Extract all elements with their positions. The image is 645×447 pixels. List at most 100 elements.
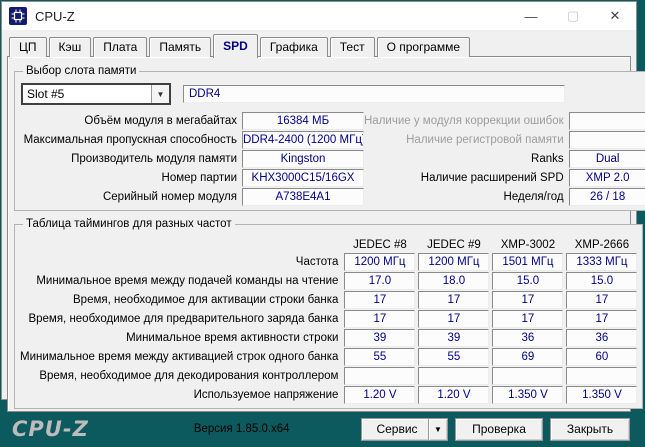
timings-row-cr: Время, необходимое для декодирования кон… <box>20 366 638 385</box>
max-bandwidth-label: Максимальная пропускная способность <box>23 133 237 146</box>
cell: 1.20 V <box>418 385 490 404</box>
maximize-icon: ▢ <box>566 8 580 23</box>
window-controls: — ▢ ✕ <box>510 2 636 30</box>
cell: 15.0 <box>492 271 564 290</box>
row-label: Частота <box>295 255 339 268</box>
cell: 69 <box>492 347 564 366</box>
cell <box>344 366 416 385</box>
tab-bench[interactable]: Тест <box>329 37 375 57</box>
module-size-label: Объём модуля в мегабайтах <box>84 114 237 127</box>
row-label: Минимальное время активности строки <box>126 331 339 344</box>
timings-row-rc: Минимальное время между активацией строк… <box>20 347 638 366</box>
tab-about[interactable]: О программе <box>376 37 471 57</box>
column-header-jedec9: JEDEC #9 <box>427 238 481 251</box>
cell: 1501 МГц <box>492 252 564 271</box>
tab-memory[interactable]: Память <box>149 37 212 57</box>
week-year-label: Неделя/год <box>503 190 564 203</box>
timings-row-frequency: Частота 1200 МГц 1200 МГц 1501 МГц 1333 … <box>20 252 638 271</box>
spd-ext-label: Наличие расширений SPD <box>420 171 564 184</box>
cell: 17 <box>418 290 490 309</box>
memory-slot-group: Выбор слота памяти Slot #5 ▼ DDR4 Объём … <box>14 65 645 211</box>
cell: 18.0 <box>418 271 490 290</box>
cell: 1200 МГц <box>344 252 416 271</box>
row-label: Время, необходимое для активации строки … <box>73 293 339 306</box>
cell <box>492 366 564 385</box>
cell: 17 <box>492 290 564 309</box>
cell <box>418 366 490 385</box>
cell: 1200 МГц <box>418 252 490 271</box>
info-row: Номер партии KHX3000C15/16GX Наличие рас… <box>20 168 645 187</box>
manufacturer-value: Kingston <box>242 149 364 168</box>
timings-header-row: JEDEC #8 JEDEC #9 XMP-3002 XMP-2666 <box>20 236 637 253</box>
max-bandwidth-value: DDR4-2400 (1200 МГц) <box>242 130 364 149</box>
cell: 39 <box>344 328 416 347</box>
validate-button[interactable]: Проверка <box>455 417 543 441</box>
slot-row: Slot #5 ▼ DDR4 <box>21 83 645 105</box>
cell: 1333 МГц <box>566 252 638 271</box>
close-button[interactable]: Закрыть <box>550 417 630 441</box>
tab-strip: ЦП Кэш Плата Память SPD Графика Тест О п… <box>2 30 636 58</box>
spd-ext-value: XMP 2.0 <box>568 168 645 187</box>
cpu-chip-icon <box>9 7 27 25</box>
week-year-value: 26 / 18 <box>568 187 645 206</box>
column-header-xmp2666: XMP-2666 <box>574 238 630 251</box>
cell: 15.0 <box>566 271 638 290</box>
row-label: Используемое напряжение <box>193 388 339 401</box>
cell: 17 <box>344 290 416 309</box>
cpuz-logo: CPU-Z <box>12 417 89 441</box>
version-text: Версия 1.85.0.x64 <box>193 423 290 435</box>
timings-row-cas: Минимальное время между подачей команды … <box>20 271 638 290</box>
row-label: Время, необходимое для декодирования кон… <box>39 369 339 382</box>
module-size-value: 16384 МБ <box>242 111 364 130</box>
timings-row-ras: Минимальное время активности строки 39 3… <box>20 328 638 347</box>
info-row: Объём модуля в мегабайтах 16384 МБ Налич… <box>20 111 645 130</box>
cell: 60 <box>566 347 638 366</box>
minimize-icon[interactable]: — <box>524 8 538 24</box>
ecc-label: Наличие у модуля коррекции ошибок <box>364 114 564 127</box>
cell <box>566 366 638 385</box>
ecc-value <box>568 111 645 130</box>
cell: 17 <box>566 309 638 328</box>
cell: 1.20 V <box>344 385 416 404</box>
service-dropdown-arrow-icon[interactable]: ▼ <box>428 417 448 441</box>
cell: 55 <box>344 347 416 366</box>
timings-row-voltage: Используемое напряжение 1.20 V 1.20 V 1.… <box>20 385 638 404</box>
timings-group: Таблица таймингов для разных частот JEDE… <box>14 218 644 409</box>
cell: 39 <box>418 328 490 347</box>
tab-spd[interactable]: SPD <box>213 34 258 58</box>
spd-tab-pane: Выбор слота памяти Slot #5 ▼ DDR4 Объём … <box>7 56 645 412</box>
footer-bar: CPU-Z Версия 1.85.0.x64 Сервис ▼ Проверк… <box>2 413 636 447</box>
cell: 55 <box>418 347 490 366</box>
info-row: Серийный номер модуля A738E4A1 Неделя/го… <box>20 187 645 206</box>
column-header-jedec8: JEDEC #8 <box>353 238 407 251</box>
slot-select[interactable]: Slot #5 ▼ <box>21 83 171 105</box>
timings-group-title: Таблица таймингов для разных частот <box>26 218 232 230</box>
cell: 1.350 V <box>566 385 638 404</box>
part-number-label: Номер партии <box>161 171 237 184</box>
memory-type-field: DDR4 <box>183 85 565 103</box>
registered-label: Наличие регистровой памяти <box>406 133 564 146</box>
tab-mainboard[interactable]: Плата <box>93 37 148 57</box>
part-number-value: KHX3000C15/16GX <box>242 168 364 187</box>
close-icon[interactable]: ✕ <box>609 8 621 23</box>
cell: 17 <box>344 309 416 328</box>
info-row: Производитель модуля памяти Kingston Ran… <box>20 149 645 168</box>
registered-value <box>568 130 645 149</box>
memory-slot-group-title: Выбор слота памяти <box>26 65 137 77</box>
chevron-down-icon[interactable]: ▼ <box>151 85 169 103</box>
serial-number-label: Серийный номер модуля <box>102 190 237 203</box>
cell: 17.0 <box>344 271 416 290</box>
tab-graphics[interactable]: Графика <box>259 37 328 57</box>
manufacturer-label: Производитель модуля памяти <box>71 152 237 165</box>
timings-row-rcd: Время, необходимое для активации строки … <box>20 290 638 309</box>
cell: 17 <box>492 309 564 328</box>
row-label: Время, необходимое для предварительного … <box>28 312 339 325</box>
row-label: Минимальное время между активацией строк… <box>20 350 339 363</box>
tab-caches[interactable]: Кэш <box>48 37 92 57</box>
window-title: CPU-Z <box>35 8 75 24</box>
cell: 17 <box>418 309 490 328</box>
tab-cpu[interactable]: ЦП <box>9 37 47 57</box>
serial-number-value: A738E4A1 <box>242 187 364 206</box>
service-button[interactable]: Сервис <box>361 417 433 441</box>
row-label: Минимальное время между подачей команды … <box>36 274 339 287</box>
